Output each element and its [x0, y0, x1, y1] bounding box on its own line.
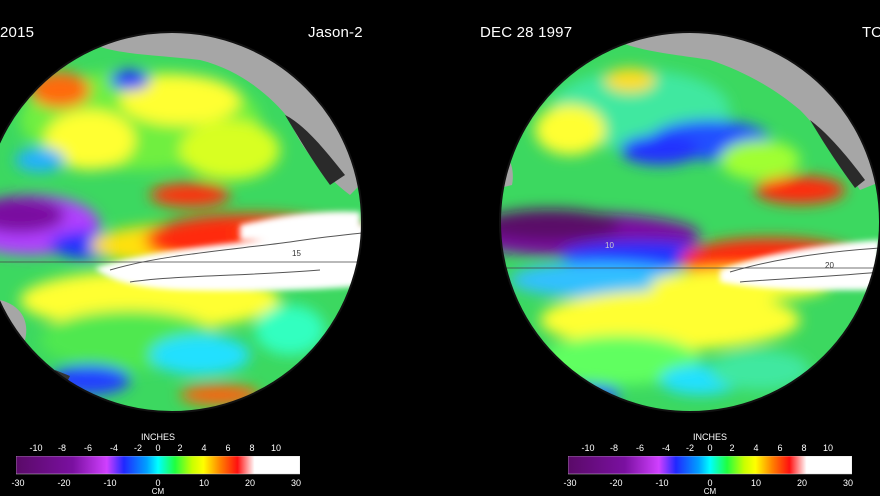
- inch-unit-label: INCHES: [692, 432, 728, 442]
- cm-tick: -10: [655, 478, 669, 488]
- inch-tick: -2: [133, 443, 143, 453]
- inch-tick: 0: [707, 443, 713, 453]
- inch-tick: 6: [225, 443, 231, 453]
- inch-tick: 8: [249, 443, 255, 453]
- cm-tick: 20: [244, 478, 256, 488]
- cm-tick: -30: [11, 478, 25, 488]
- inch-tick: 6: [777, 443, 783, 453]
- inch-tick: -8: [609, 443, 619, 453]
- cm-tick: -10: [103, 478, 117, 488]
- contour-label-left: 15: [292, 249, 301, 258]
- cm-tick: 30: [842, 478, 854, 488]
- globe-map-1997: 20 10: [499, 31, 880, 413]
- inch-tick: 10: [822, 443, 834, 453]
- contour-label-right: 20: [825, 261, 834, 270]
- cm-tick: -20: [57, 478, 71, 488]
- inch-tick: -8: [57, 443, 67, 453]
- inch-tick: 2: [177, 443, 183, 453]
- globe-map-2015: 15: [0, 31, 363, 413]
- inch-tick: -10: [29, 443, 43, 453]
- inch-tick: -2: [685, 443, 695, 453]
- inch-tick: 4: [753, 443, 759, 453]
- cm-tick: 0: [155, 478, 161, 488]
- inch-tick: -10: [581, 443, 595, 453]
- globe-panel-2015: 15 2015 Jason-2 INCHES -10 -8 -6 -4 -2 0…: [0, 0, 440, 496]
- inch-unit-label: INCHES: [140, 432, 176, 442]
- color-scale-bar: [16, 456, 300, 475]
- satellite-label: TO: [862, 24, 880, 41]
- cm-tick: 30: [290, 478, 302, 488]
- date-label: DEC 28 1997: [480, 24, 573, 41]
- contour-label-purple: 10: [605, 241, 614, 250]
- inch-tick: 0: [155, 443, 161, 453]
- globe-panel-1997: 20 10 DEC 28 1997 TO INCHES -10 -8 -6 -4…: [440, 0, 880, 496]
- inch-tick: 4: [201, 443, 207, 453]
- cm-unit-label: CM: [151, 487, 165, 496]
- cm-tick: 10: [198, 478, 210, 488]
- cm-tick: 20: [796, 478, 808, 488]
- cm-unit-label: CM: [703, 487, 717, 496]
- cm-tick: -30: [563, 478, 577, 488]
- satellite-label: Jason-2: [308, 24, 363, 41]
- inch-tick: -4: [109, 443, 119, 453]
- date-label: 2015: [0, 24, 35, 41]
- inch-tick: -4: [661, 443, 671, 453]
- cm-tick: 0: [707, 478, 713, 488]
- inch-tick: 8: [801, 443, 807, 453]
- inch-tick: -6: [635, 443, 645, 453]
- inch-tick: 2: [729, 443, 735, 453]
- inch-tick: -6: [83, 443, 93, 453]
- cm-tick: -20: [609, 478, 623, 488]
- cm-tick: 10: [750, 478, 762, 488]
- color-scale-bar: [568, 456, 852, 475]
- inch-tick: 10: [270, 443, 282, 453]
